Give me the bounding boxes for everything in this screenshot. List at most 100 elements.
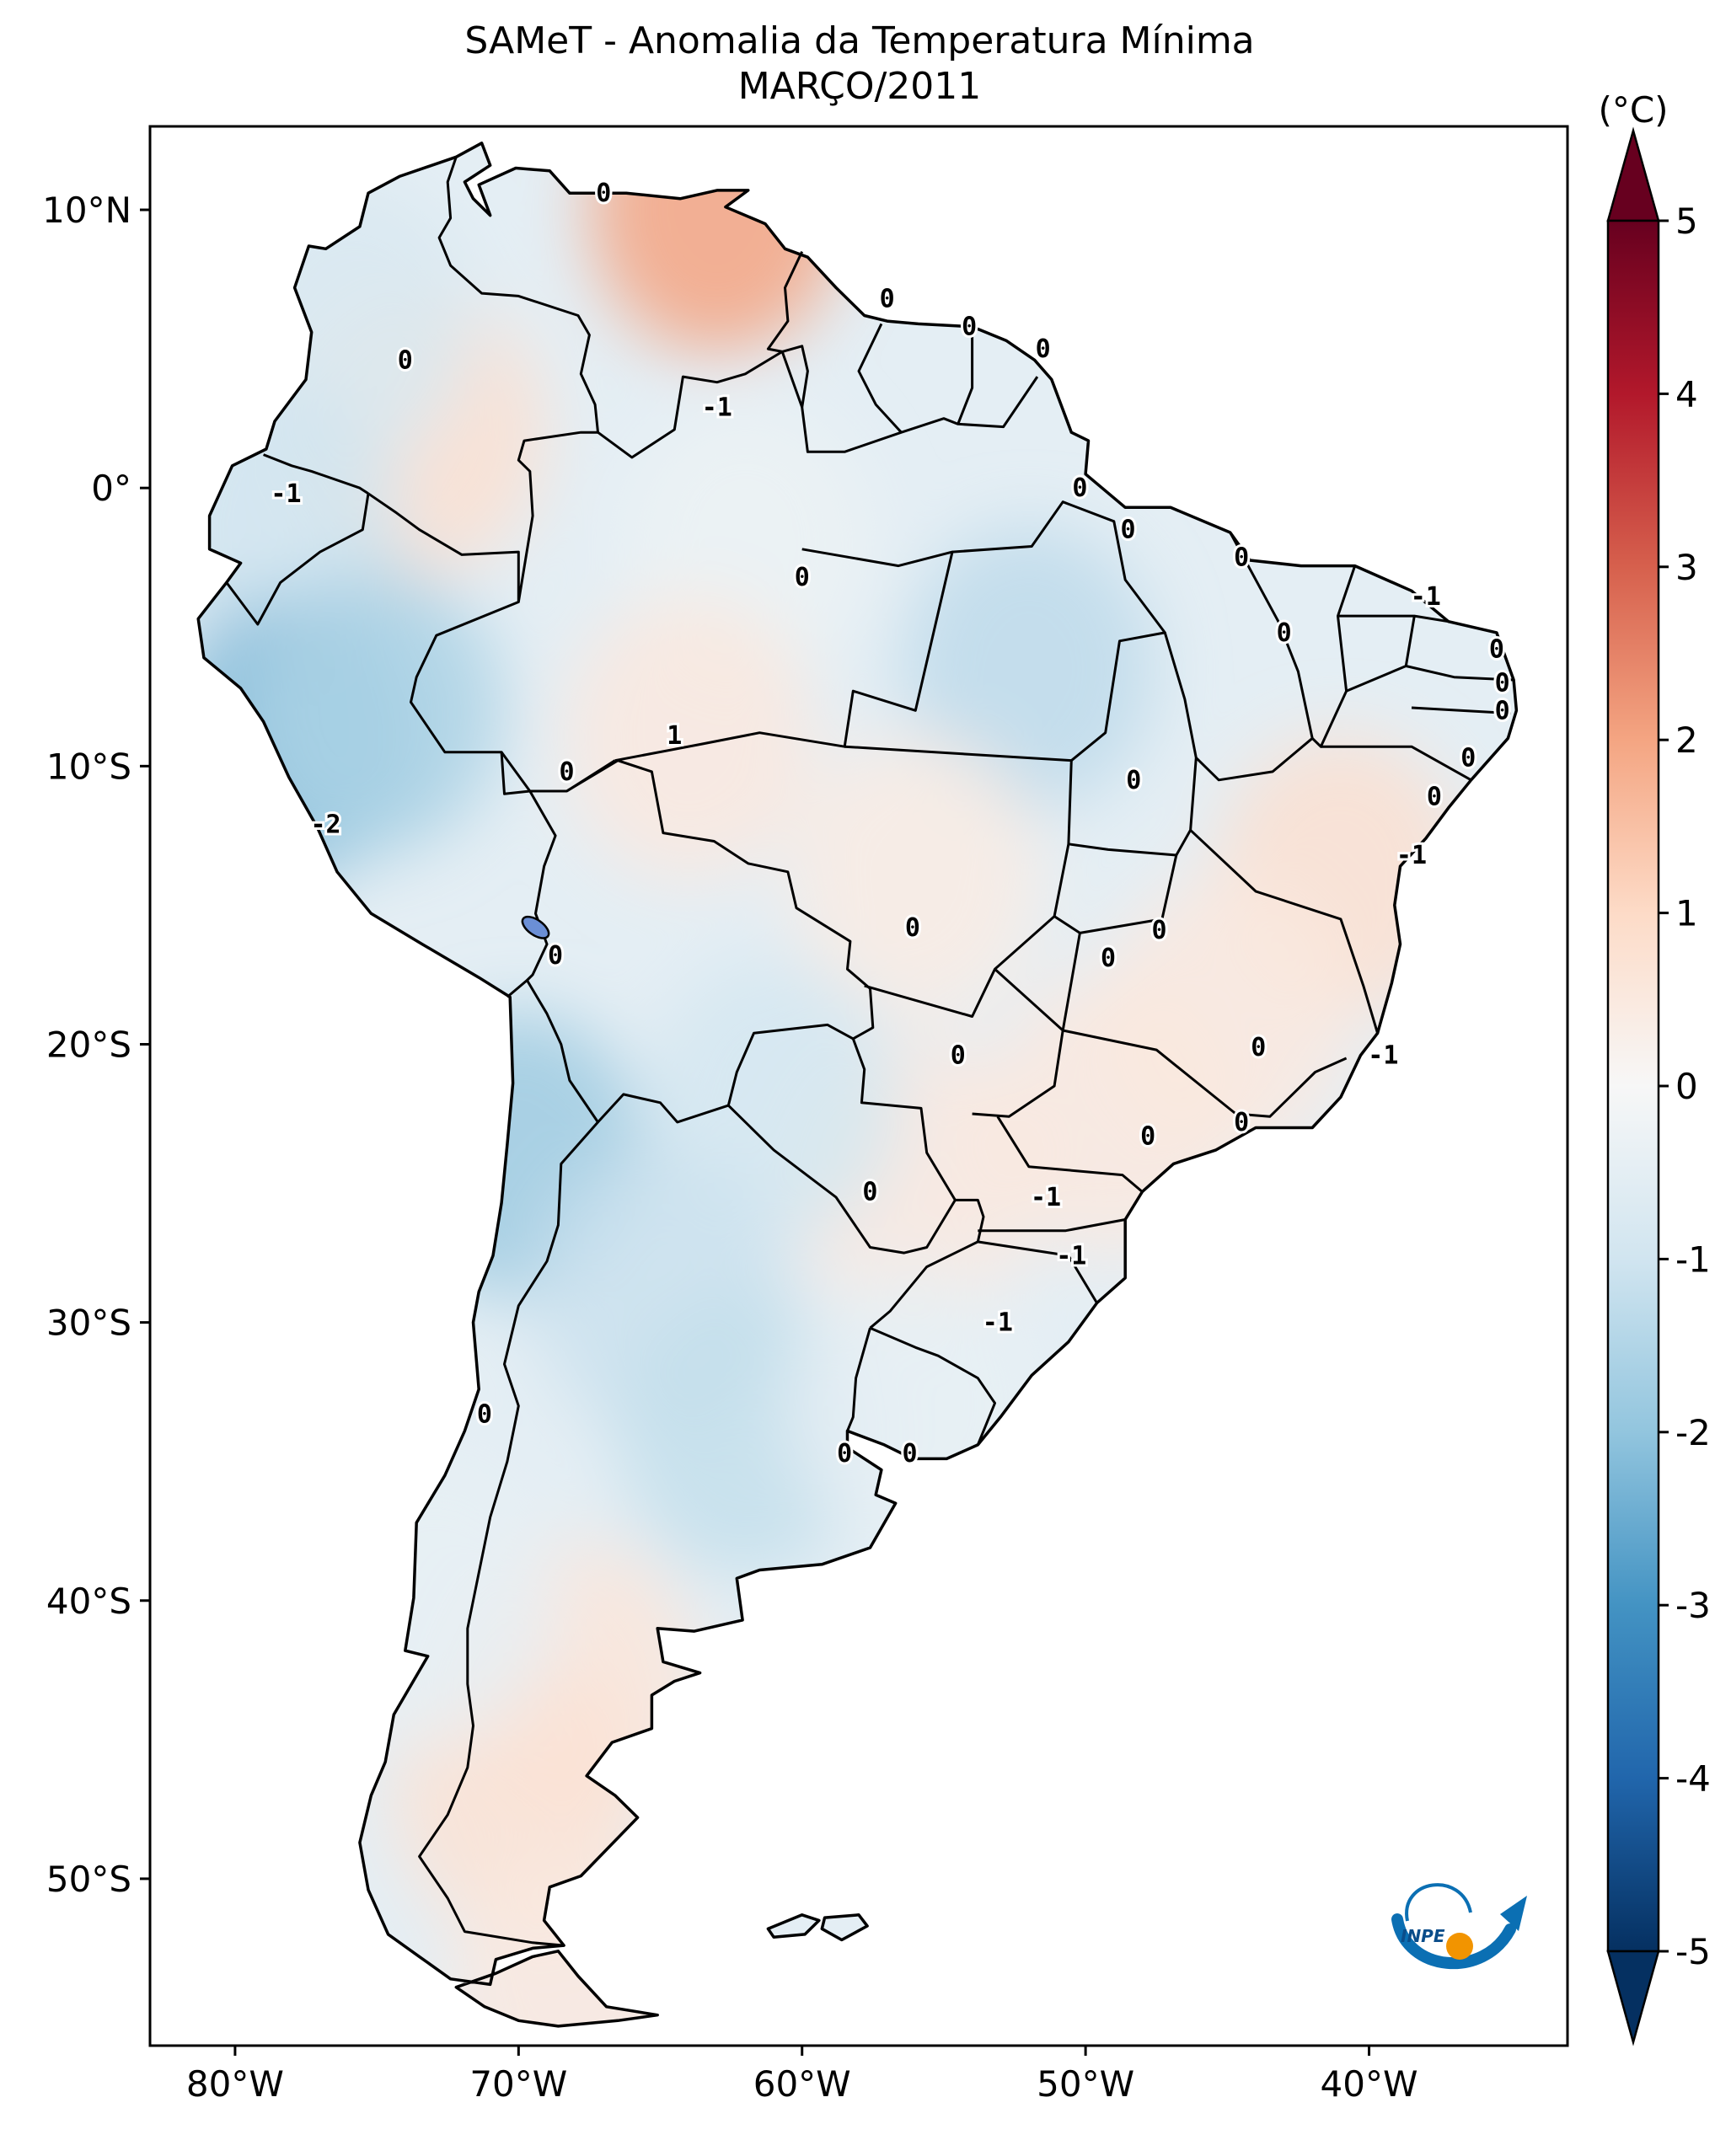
contour-label: 0	[905, 913, 920, 943]
border-line	[1062, 1029, 1348, 1118]
contour-label: 0	[862, 1177, 877, 1206]
colorbar-tick-label: -1	[1675, 1238, 1711, 1280]
contour-label: 0	[398, 345, 413, 375]
chart-title-line1: SAMeT - Anomalia da Temperatura Mínima	[464, 19, 1255, 62]
colorbar-tick-label: 1	[1675, 893, 1698, 934]
border-line	[972, 1030, 1064, 1118]
contour-label: -1	[1031, 1183, 1061, 1212]
lat-tick-label: 40°S	[46, 1581, 131, 1622]
colorbar-extend-bottom	[1606, 1950, 1660, 2046]
colorbar-extend-top	[1606, 126, 1660, 222]
contour-label: -2	[311, 811, 341, 840]
lat-tick-label: 10°N	[42, 190, 131, 231]
contour-label: 0	[1489, 635, 1504, 665]
border-line	[597, 350, 1039, 459]
latitude-axis: 10°N 0° 10°S 20°S 30°S 40°S 50°S	[42, 190, 150, 1900]
anomaly-region	[590, 142, 844, 354]
lon-tick-label: 50°W	[1037, 2063, 1134, 2105]
border-line	[526, 790, 557, 982]
border-line	[869, 1326, 996, 1446]
contour-label: 0	[795, 563, 810, 592]
contour-label: 1	[667, 721, 682, 751]
contour-label: 0	[1427, 783, 1442, 812]
border-line	[500, 751, 532, 792]
contour-label: 0	[1495, 668, 1510, 698]
lat-tick-label: 10°S	[46, 746, 131, 787]
border-line	[614, 548, 954, 762]
contour-label: 0	[1234, 1108, 1249, 1137]
contour-label: -1	[1056, 1241, 1086, 1271]
colorbar-tick-label: 0	[1675, 1066, 1698, 1107]
logo-orbit	[1405, 1883, 1472, 1922]
contour-label: 0	[1036, 334, 1051, 364]
border-line	[846, 1327, 871, 1431]
lat-tick-label: 50°S	[46, 1859, 131, 1900]
border-line	[565, 759, 616, 793]
border-line	[367, 431, 598, 603]
border-line	[726, 1023, 855, 1106]
border-line	[418, 979, 599, 1947]
border-line	[263, 453, 369, 495]
contour-label: 0	[951, 1041, 966, 1071]
border-line	[1404, 615, 1514, 682]
contour-label: 0	[1121, 516, 1136, 545]
contour-label: 0	[1152, 916, 1167, 945]
contour-label: -1	[1411, 582, 1441, 612]
border-line	[1346, 665, 1407, 693]
contour-label: -1	[1396, 841, 1427, 870]
contour-label: 0	[1234, 543, 1249, 573]
anomaly-region	[902, 525, 1155, 812]
contour-label: 0	[837, 1439, 852, 1469]
lon-tick-label: 70°W	[469, 2063, 567, 2105]
contour-label: 0	[477, 1400, 492, 1430]
colorbar-tick-label: -2	[1675, 1412, 1711, 1453]
colorbar-tick-label: 4	[1675, 373, 1698, 415]
contour-label: 0	[1460, 743, 1476, 773]
lat-tick-label: 0°	[91, 468, 131, 509]
colorbar-units: (°C)	[1598, 89, 1668, 131]
lon-tick-label: 80°W	[186, 2063, 284, 2105]
border-line	[225, 493, 370, 626]
border-line	[597, 1093, 729, 1124]
colorbar-tick-label: 3	[1675, 547, 1698, 588]
contour-label: -1	[271, 479, 301, 509]
anomaly-region	[789, 734, 1042, 1021]
colorbar-tick-label: -5	[1675, 1931, 1711, 1972]
colorbar-ticks: 5 4 3 2 1 0 -1 -2 -3 -4 -5	[1659, 201, 1711, 1972]
logo-text: INPE	[1401, 1926, 1445, 1946]
anomaly-region	[562, 595, 816, 882]
border-line	[996, 1115, 1144, 1193]
contour-label: 0	[1140, 1121, 1155, 1151]
border-line	[1321, 745, 1472, 782]
colorbar-bar	[1606, 219, 1660, 1953]
contour-label: 0	[1495, 696, 1510, 725]
border-line	[1189, 829, 1380, 1034]
political-borders	[225, 156, 1514, 1947]
colorbar: (°C) 5 4 3 2 1 0 -1 -2 -3 -4 -5	[1598, 89, 1711, 2046]
contour-label: -1	[702, 393, 732, 422]
contour-label: 0	[559, 757, 574, 787]
border-line	[1053, 854, 1178, 934]
border-line	[951, 500, 1166, 762]
colorbar-tick-label: -3	[1675, 1585, 1711, 1626]
border-line	[766, 250, 809, 408]
anomaly-region	[250, 567, 504, 854]
border-line	[851, 1038, 957, 1201]
contour-label: 0	[962, 313, 977, 342]
contour-label: 0	[596, 179, 611, 208]
logo-arrow-icon	[1500, 1896, 1527, 1931]
contour-label: -1	[1368, 1041, 1398, 1071]
border-line	[857, 323, 903, 434]
border-line	[957, 329, 974, 425]
border-line	[437, 156, 599, 433]
contour-label: 0	[548, 941, 563, 971]
contour-label: -1	[983, 1308, 1013, 1338]
border-line	[727, 1105, 957, 1255]
border-line	[1411, 706, 1511, 715]
inpe-logo: INPE	[1391, 1883, 1527, 1970]
colorbar-tick-label: 2	[1675, 720, 1698, 761]
border-line	[410, 601, 530, 795]
contour-label: 0	[1126, 766, 1141, 795]
contour-label: 0	[903, 1439, 918, 1469]
